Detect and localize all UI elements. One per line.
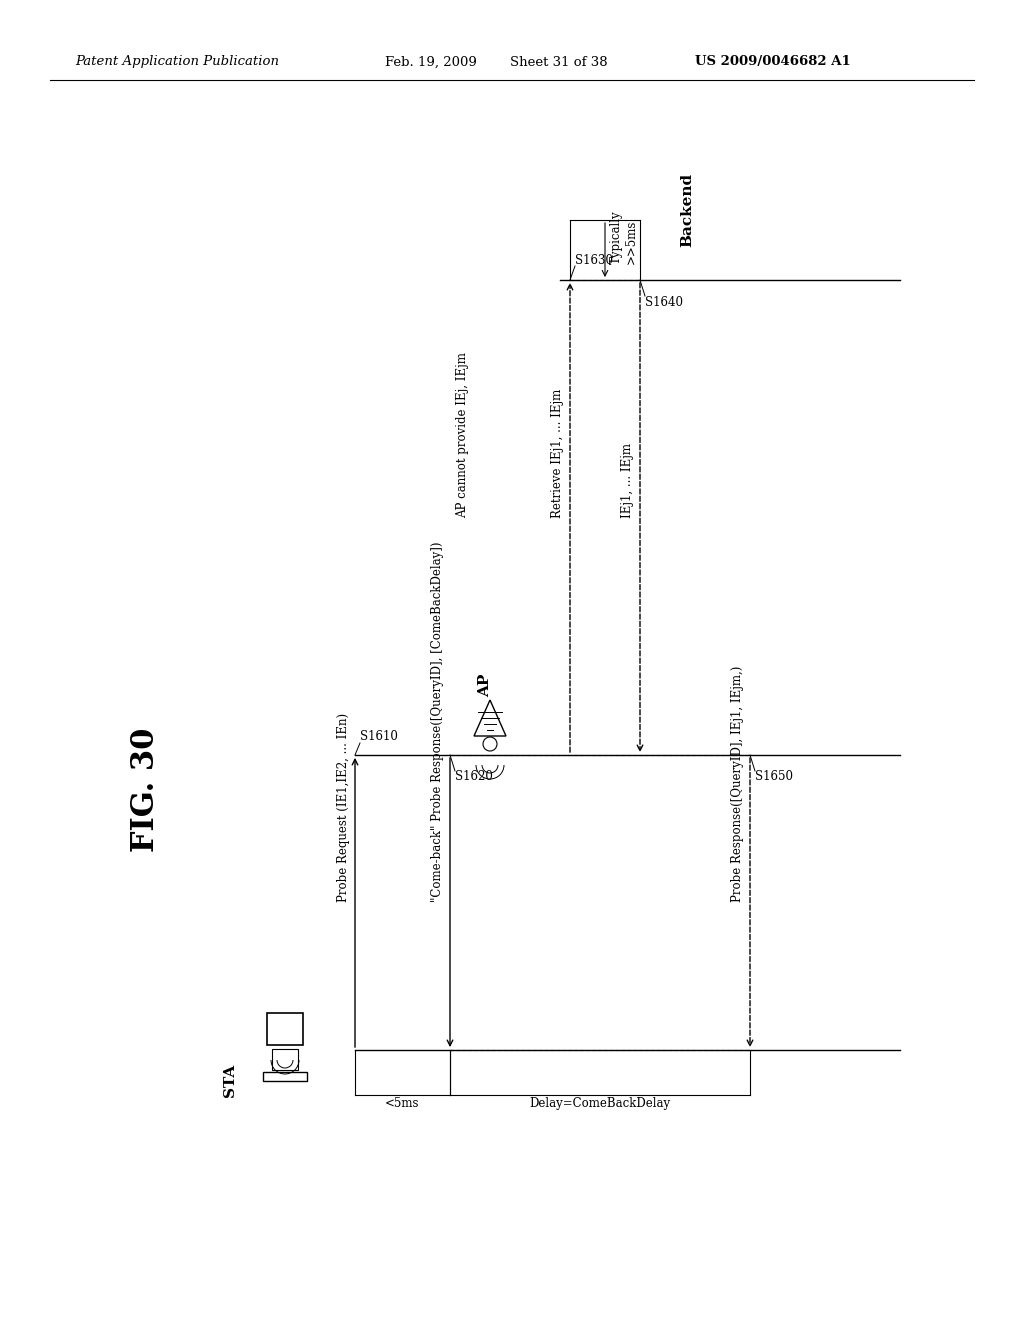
- Text: S1640: S1640: [645, 296, 683, 309]
- Text: Typically
>>5ms: Typically >>5ms: [610, 210, 638, 264]
- Text: "Come-back" Probe Response([QueryID], [ComeBackDelay]): "Come-back" Probe Response([QueryID], [C…: [431, 543, 444, 903]
- Text: US 2009/0046682 A1: US 2009/0046682 A1: [695, 55, 851, 69]
- Text: S1610: S1610: [360, 730, 398, 743]
- Text: Backend: Backend: [680, 173, 694, 247]
- Text: <5ms: <5ms: [385, 1097, 420, 1110]
- Text: Feb. 19, 2009: Feb. 19, 2009: [385, 55, 477, 69]
- Text: AP cannot provide IEj, IEjm: AP cannot provide IEj, IEjm: [456, 351, 469, 517]
- Text: IEj1, ... IEjm: IEj1, ... IEjm: [622, 442, 635, 517]
- Text: STA: STA: [223, 1064, 237, 1097]
- Text: Probe Request (IE1,IE2, ... IEn): Probe Request (IE1,IE2, ... IEn): [337, 713, 349, 903]
- Text: S1630: S1630: [575, 253, 613, 267]
- Text: Retrieve IEj1, ... IEjm: Retrieve IEj1, ... IEjm: [552, 388, 564, 517]
- Text: AP: AP: [478, 673, 492, 697]
- Text: FIG. 30: FIG. 30: [129, 727, 161, 853]
- Text: Patent Application Publication: Patent Application Publication: [75, 55, 279, 69]
- Text: S1620: S1620: [455, 771, 493, 784]
- Text: S1650: S1650: [755, 771, 793, 784]
- Bar: [263, 1072, 306, 1081]
- Bar: [272, 1048, 298, 1071]
- Text: Sheet 31 of 38: Sheet 31 of 38: [510, 55, 607, 69]
- Bar: [267, 1012, 303, 1045]
- Text: Delay=ComeBackDelay: Delay=ComeBackDelay: [529, 1097, 671, 1110]
- Text: Probe Response([QueryID], IEj1, IEjm,): Probe Response([QueryID], IEj1, IEjm,): [731, 667, 744, 903]
